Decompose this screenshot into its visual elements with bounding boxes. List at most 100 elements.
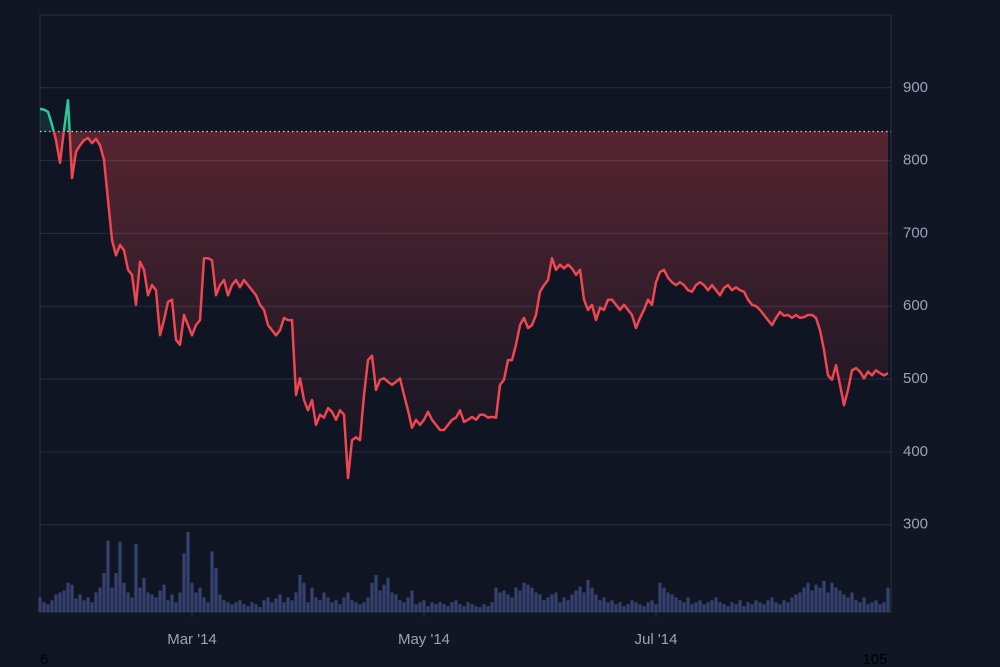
volume-bar <box>882 602 886 612</box>
volume-bar <box>762 604 766 612</box>
volume-bar <box>350 600 354 612</box>
volume-bar <box>98 587 102 612</box>
volume-bar <box>610 600 614 612</box>
volume-bar <box>374 574 378 612</box>
volume-bar <box>826 592 830 612</box>
volume-bar <box>218 594 222 612</box>
volume-bar <box>394 594 398 612</box>
volume-bar <box>370 582 374 612</box>
volume-bar <box>102 572 106 612</box>
volume-bar <box>162 584 166 612</box>
volume-bar <box>362 602 366 612</box>
volume-bar <box>358 604 362 612</box>
volume-bar <box>874 600 878 612</box>
volume-bar <box>802 587 806 612</box>
volume-bar <box>578 586 582 612</box>
volume-bar <box>246 606 250 612</box>
volume-bar <box>798 592 802 612</box>
volume-bar <box>414 604 418 612</box>
volume-bar <box>354 602 358 612</box>
volume-bar <box>306 602 310 612</box>
volume-bar <box>238 600 242 612</box>
volume-bar <box>58 592 62 612</box>
volume-bar <box>566 600 570 612</box>
volume-bar <box>250 602 254 612</box>
volume-bar <box>766 600 770 612</box>
volume-bar <box>658 582 662 612</box>
volume-bar <box>714 597 718 612</box>
volume-bar <box>346 592 350 612</box>
volume-bar <box>314 597 318 612</box>
volume-bar <box>518 590 522 612</box>
volume-bar <box>870 602 874 612</box>
volume-bar <box>282 602 286 612</box>
volume-bar <box>438 602 442 612</box>
volume-bar <box>62 590 66 612</box>
volume-bar <box>274 598 278 612</box>
volume-bar <box>862 597 866 612</box>
volume-bar <box>382 584 386 612</box>
volume-bar <box>310 587 314 612</box>
volume-bar <box>342 597 346 612</box>
volume-bar <box>222 600 226 612</box>
volume-bar <box>110 587 114 612</box>
volume-bar <box>486 606 490 612</box>
volume-bar <box>266 597 270 612</box>
volume-bar <box>338 604 342 612</box>
volume-bar <box>694 602 698 612</box>
volume-bar <box>490 602 494 612</box>
volume-bar <box>70 584 74 612</box>
volume-bar <box>654 604 658 612</box>
volume-bar <box>166 600 170 612</box>
volume-bar <box>458 604 462 612</box>
volume-bar <box>190 582 194 612</box>
volume-bar <box>78 594 82 612</box>
volume-bar <box>94 592 98 612</box>
volume-bar <box>182 553 186 612</box>
volume-bar <box>270 602 274 612</box>
volume-bar <box>322 592 326 612</box>
volume-bar <box>502 590 506 612</box>
price-line-down <box>52 131 889 480</box>
volume-bar <box>178 592 182 612</box>
volume-bar <box>878 604 882 612</box>
volume-bar <box>586 579 590 612</box>
volume-bar <box>510 597 514 612</box>
volume-bar <box>574 590 578 612</box>
volume-bar <box>158 590 162 612</box>
volume-bar <box>66 582 70 612</box>
volume-bar <box>646 602 650 612</box>
volume-bar <box>718 602 722 612</box>
volume-bar <box>526 584 530 612</box>
volume-bar <box>838 590 842 612</box>
volume-bar <box>46 604 50 612</box>
volume-bar <box>674 597 678 612</box>
volume-bar <box>630 600 634 612</box>
volume-bar <box>534 592 538 612</box>
volume-bar <box>758 602 762 612</box>
volume-bar <box>334 600 338 612</box>
y-tick-label: 900 <box>903 79 928 96</box>
volume-bar <box>90 602 94 612</box>
volume-bar <box>38 597 42 612</box>
volume-bar <box>482 604 486 612</box>
volume-bar <box>214 568 218 612</box>
volume-bar <box>278 594 282 612</box>
volume-bar <box>386 577 390 612</box>
volume-bar <box>770 597 774 612</box>
volume-bar <box>710 600 714 612</box>
volume-bar <box>226 602 230 612</box>
volume-bar <box>426 606 430 612</box>
area-fill <box>40 100 70 132</box>
volume-bar <box>142 577 146 612</box>
volume-bar <box>42 602 46 612</box>
volume-bar <box>406 597 410 612</box>
volume-bar <box>206 602 210 612</box>
corner-label: 6 <box>40 651 48 667</box>
volume-bar <box>402 602 406 612</box>
volume-bar <box>470 604 474 612</box>
volume-bar <box>810 590 814 612</box>
volume-bar <box>850 592 854 612</box>
volume-bar <box>82 600 86 612</box>
